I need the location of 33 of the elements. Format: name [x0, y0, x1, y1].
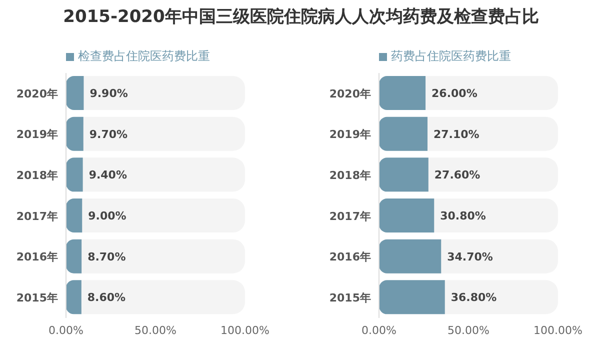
x-tick-label: 0.00%: [362, 324, 396, 337]
data-label: 9.00%: [88, 210, 126, 222]
data-label: 26.00%: [432, 87, 478, 100]
y-tick-label: 2017年: [329, 210, 371, 223]
x-tick-label: 100.00%: [220, 324, 270, 337]
text: 2015-2020年中国三级医院住院病人人次均药费及检查费占比: [62, 6, 540, 28]
data-label: 27.60%: [434, 168, 480, 182]
x-tick-label: 50.00%: [134, 324, 176, 337]
legend-label: 药费占住院医药费比重: [391, 49, 511, 63]
y-tick-label: 2016年: [16, 250, 58, 264]
data-label: 8.60%: [87, 291, 126, 304]
data-label: 27.10%: [434, 128, 480, 141]
y-tick-label: 2020年: [329, 87, 371, 100]
data-label: 8.70%: [88, 250, 126, 264]
x-tick-label: 0.00%: [48, 324, 84, 337]
y-tick-label: 2020年: [16, 87, 58, 100]
y-tick-label: 2016年: [329, 250, 371, 264]
x-tick-label: 50.00%: [448, 324, 490, 337]
data-label: 9.70%: [89, 128, 128, 141]
legend-label: 检查费占住院医药费比重: [78, 49, 210, 63]
data-label: 30.80%: [440, 210, 486, 222]
y-tick-label: 2018年: [16, 168, 58, 182]
y-tick-label: 2019年: [329, 128, 371, 142]
y-tick-label: 2018年: [329, 168, 371, 182]
data-label: 34.70%: [447, 250, 493, 264]
y-tick-label: 2015年: [329, 291, 371, 304]
data-label: 9.90%: [90, 87, 128, 100]
y-tick-label: 2017年: [16, 210, 58, 223]
y-tick-label: 2019年: [16, 128, 58, 142]
y-tick-label: 2015年: [16, 291, 58, 304]
x-tick-label: 100.00%: [534, 324, 582, 337]
data-label: 36.80%: [450, 291, 497, 304]
data-label: 9.40%: [88, 168, 127, 182]
